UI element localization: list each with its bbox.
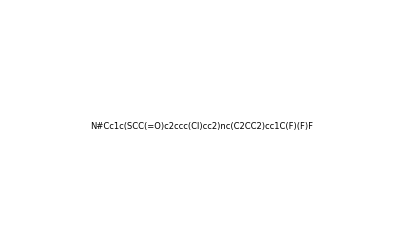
Text: N#Cc1c(SCC(=O)c2ccc(Cl)cc2)nc(C2CC2)cc1C(F)(F)F: N#Cc1c(SCC(=O)c2ccc(Cl)cc2)nc(C2CC2)cc1C… <box>90 122 313 131</box>
